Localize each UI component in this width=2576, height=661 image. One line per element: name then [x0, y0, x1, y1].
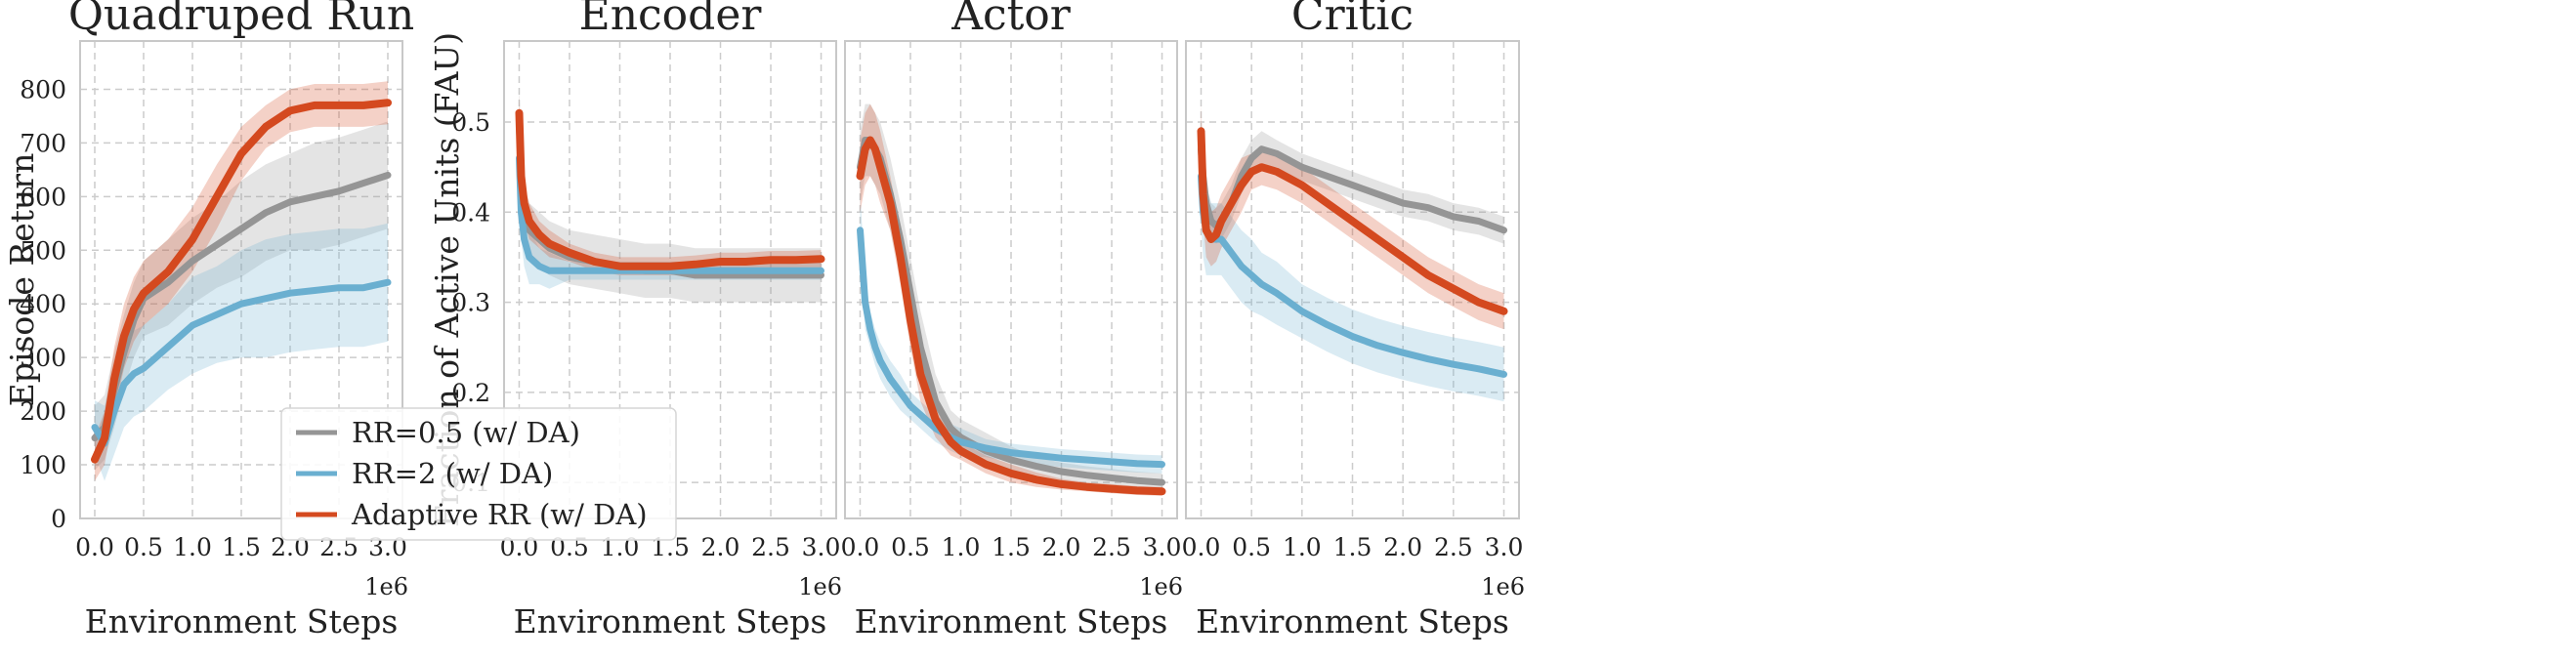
y-tick-label: 700: [20, 129, 66, 157]
x-tick-label: 0.5: [124, 533, 163, 561]
x-multiplier-label: 1e6: [364, 573, 408, 600]
y-tick-label: 0: [51, 505, 66, 533]
y-tick-label: 0.5: [451, 108, 490, 137]
plot-area: [856, 103, 1166, 496]
x-tick-label: 0.5: [891, 533, 930, 561]
y-tick-label: 800: [20, 75, 66, 103]
x-tick-label: 0.0: [841, 533, 880, 561]
axes-frame: [79, 40, 403, 519]
x-axis-label: Environment Steps: [855, 602, 1168, 640]
band-rr-0-5-w-da: [519, 86, 822, 303]
legend-box: [280, 407, 677, 541]
x-multiplier-label: 1e6: [798, 573, 842, 600]
x-tick-label: 2.5: [751, 533, 790, 561]
x-axis-label: Environment Steps: [514, 602, 827, 640]
panel-title: Quadruped Run: [68, 0, 414, 40]
legend-label: RR=0.5 (w/ DA): [352, 416, 580, 449]
x-tick-label: 2.0: [701, 533, 740, 561]
series-line-adaptive-rr-w-da: [856, 136, 1166, 496]
plot-area: [91, 81, 392, 481]
x-tick-label: 2.0: [1042, 533, 1081, 561]
x-multiplier-label: 1e6: [1139, 573, 1183, 600]
x-tick-label: 0.0: [75, 533, 114, 561]
series-line-rr-0-5-w-da: [1198, 145, 1507, 234]
series-line-adaptive-rr-w-da: [515, 108, 825, 270]
y-tick-label: 300: [20, 344, 66, 372]
series-line-rr-2-w-da: [91, 278, 392, 447]
x-tick-label: 2.5: [1092, 533, 1131, 561]
axes-frame: [844, 40, 1178, 519]
panel-title: Critic: [1291, 0, 1414, 40]
panels-layer: 0.0 0.5 1.0 1.5 2.0 2.5 3.0 1e6 0 100 200 300 400 500…: [3, 0, 1525, 640]
x-tick-label: 1.5: [992, 533, 1031, 561]
legend-label: Adaptive RR (w/ DA): [351, 498, 648, 531]
x-tick-label: 1.0: [1283, 533, 1322, 561]
plot-area: [515, 86, 825, 303]
x-axis-label: Environment Steps: [1196, 602, 1509, 640]
x-tick-label: 1.5: [1333, 533, 1372, 561]
x-tick-label: 2.5: [1434, 533, 1473, 561]
y-tick-label: 600: [20, 183, 66, 211]
y-tick-label: 100: [20, 451, 66, 479]
x-tick-label: 3.0: [802, 533, 841, 561]
x-tick-label: 1.5: [222, 533, 261, 561]
band-rr-2-w-da: [1201, 131, 1504, 402]
y-tick-label: 400: [20, 290, 66, 318]
panel-critic: 0.0 0.5 1.0 1.5 2.0 2.5 3.0 1e6 Critic Environmen…: [1182, 0, 1525, 640]
legend-entry-rr-0-5-w-da: RR=0.5 (w/ DA): [296, 416, 580, 449]
x-tick-label: 3.0: [1485, 533, 1524, 561]
legend: RR=0.5 (w/ DA) RR=2 (w/ DA) Adaptive RR (w…: [280, 407, 677, 541]
panel-title: Actor: [950, 0, 1072, 40]
y-tick-label: 0.4: [451, 198, 490, 227]
x-multiplier-label: 1e6: [1481, 573, 1525, 600]
y-tick-label: 0.2: [451, 379, 490, 407]
panel-actor: 0.0 0.5 1.0 1.5 2.0 2.5 3.0 1e6 Actor Environment…: [841, 0, 1183, 640]
axes-frame: [1185, 40, 1520, 519]
x-tick-label: 3.0: [1143, 533, 1182, 561]
x-tick-label: 0.5: [1232, 533, 1271, 561]
y-tick-label: 0.3: [451, 289, 490, 317]
series-line-adaptive-rr-w-da: [91, 99, 392, 464]
plot-area: [1197, 103, 1508, 402]
series-line-rr-2-w-da: [516, 154, 824, 274]
gridlines: [504, 41, 836, 518]
x-tick-label: 0.0: [1182, 533, 1221, 561]
y-tick-label: 200: [20, 397, 66, 426]
legend-label: RR=2 (w/ DA): [352, 457, 553, 490]
band-rr-0-5-w-da: [95, 121, 388, 471]
y-tick-label: 500: [20, 236, 66, 265]
x-tick-label: 1.0: [173, 533, 212, 561]
legend-entry-adaptive-rr-w-da: Adaptive RR (w/ DA): [296, 498, 648, 531]
y-axis-label: Episode Return: [3, 153, 41, 407]
panel-quadruped-run: 0.0 0.5 1.0 1.5 2.0 2.5 3.01e60100200300400500…: [3, 0, 414, 640]
series-line-adaptive-rr-w-da: [1197, 127, 1508, 315]
x-tick-label: 1.0: [942, 533, 981, 561]
panel-title: Encoder: [579, 0, 763, 40]
x-tick-label: 2.0: [1383, 533, 1422, 561]
legend-entry-rr-2-w-da: RR=2 (w/ DA): [296, 457, 553, 490]
x-axis-label: Environment Steps: [85, 602, 399, 640]
